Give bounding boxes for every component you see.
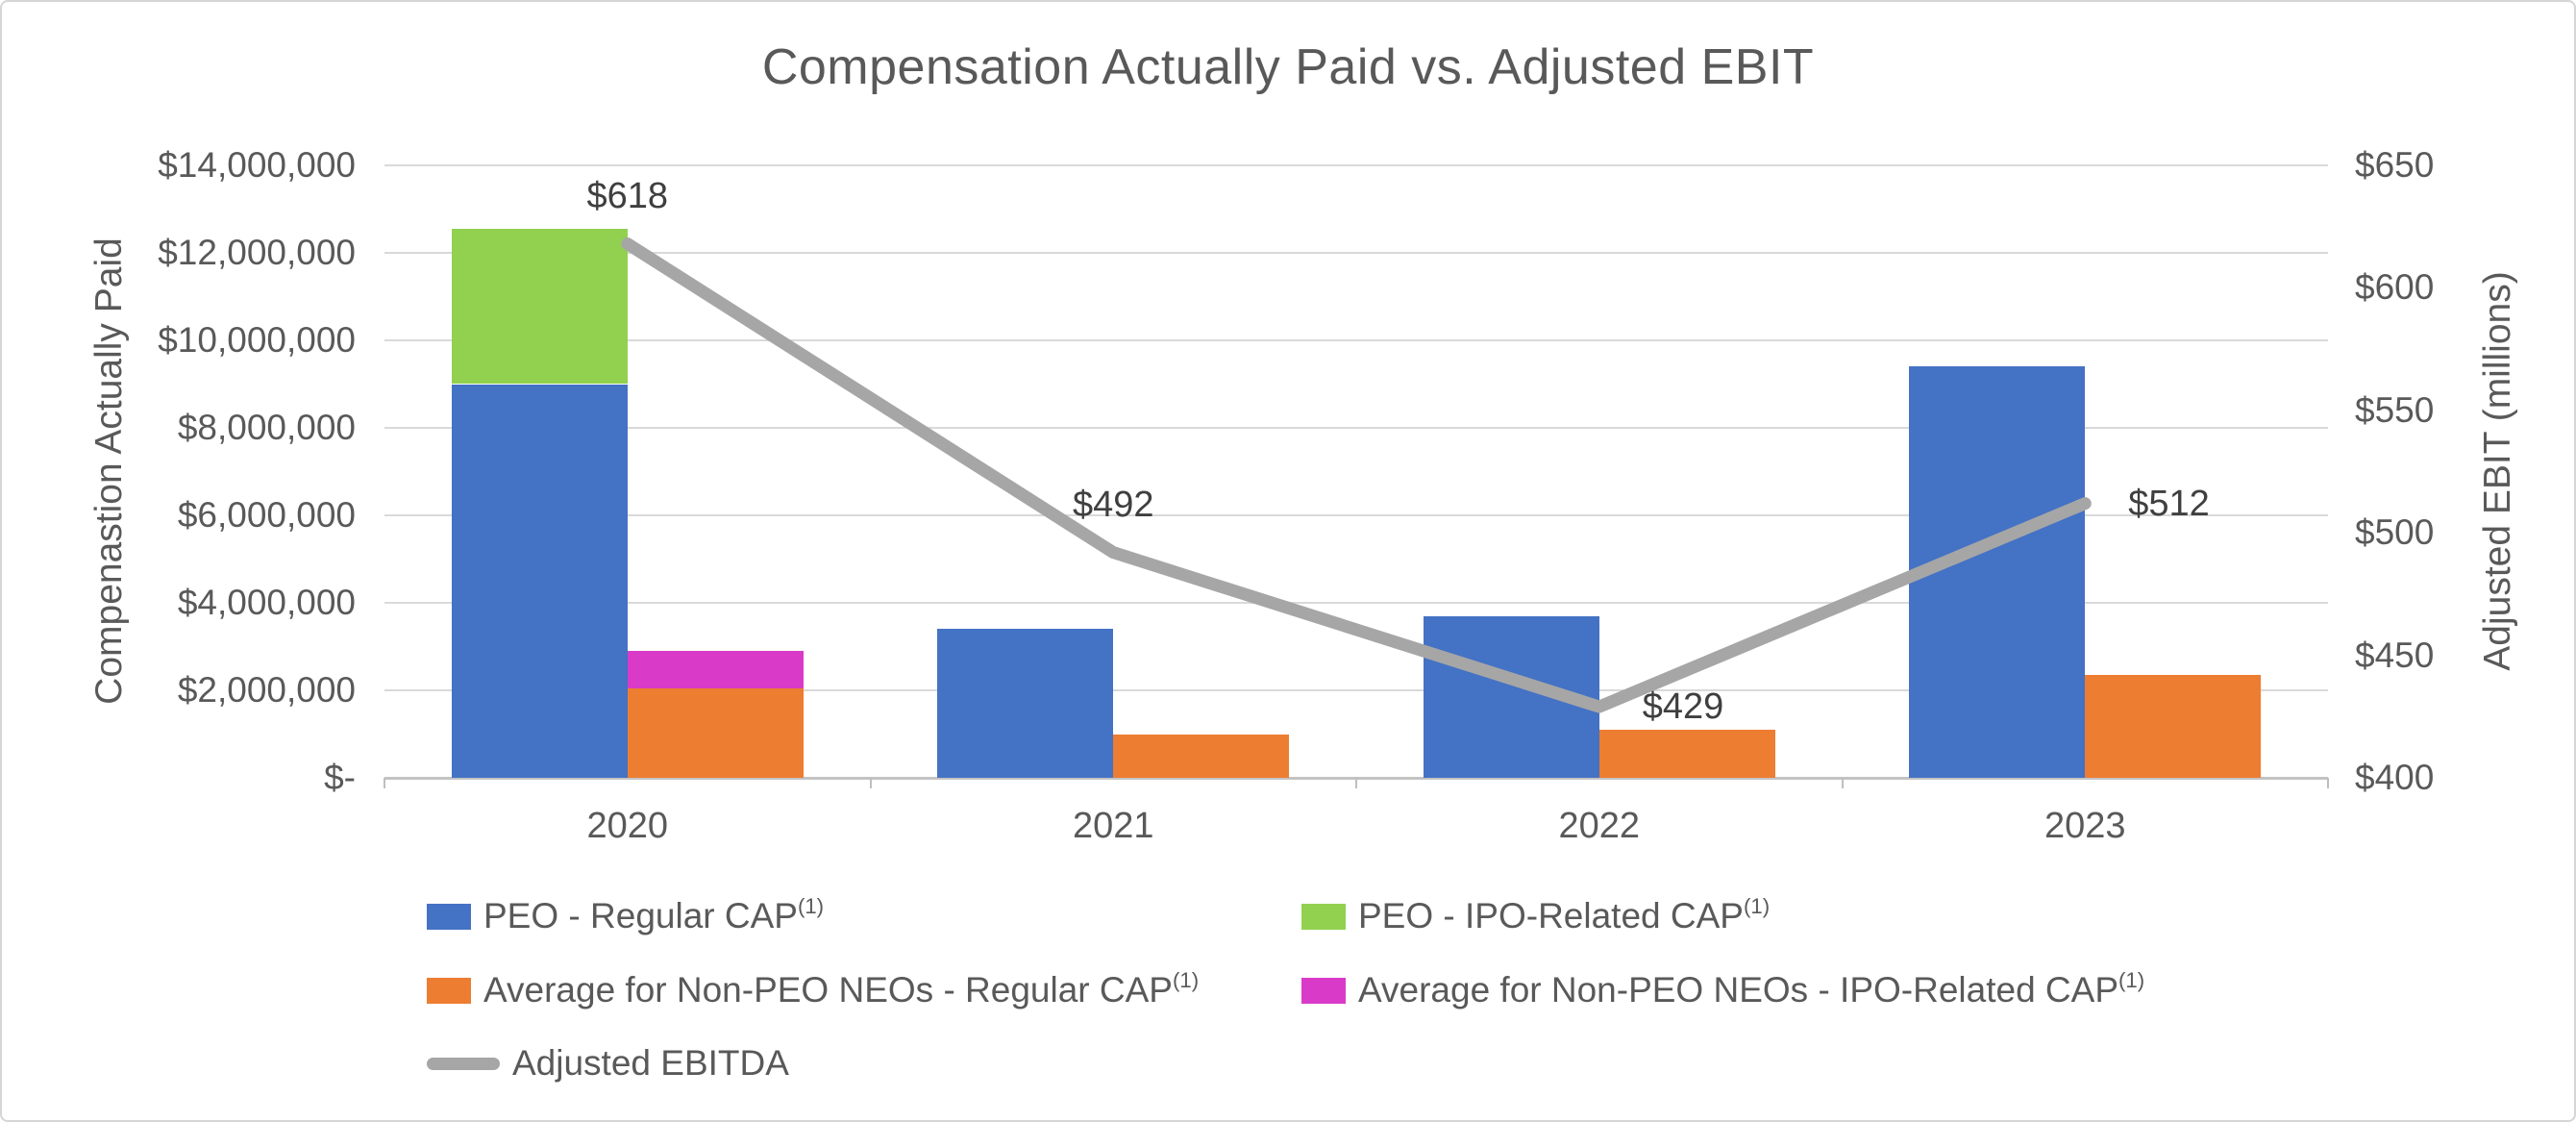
right-axis-tick-label: $450: [2355, 635, 2435, 675]
right-axis-tick-label: $600: [2355, 267, 2435, 308]
gridline: [384, 689, 2328, 691]
gridline: [384, 252, 2328, 254]
right-axis-tick-label: $650: [2355, 145, 2435, 185]
bar-average-for-non-peo-neos-regular-cap-2021: [1113, 734, 1290, 778]
bar-average-for-non-peo-neos-regular-cap-2023: [2085, 675, 2262, 778]
gridline: [384, 164, 2328, 166]
left-axis-tick-label: $-: [324, 758, 356, 797]
x-axis-tick: [2327, 778, 2329, 788]
left-axis-tick-label: $2,000,000: [177, 670, 356, 710]
legend-item-average-for-non-peo-neos-ipo-related-cap: Average for Non-PEO NEOs - IPO-Related C…: [1301, 969, 2144, 1011]
line-data-label: $512: [2128, 483, 2210, 524]
bar-average-for-non-peo-neos-regular-cap-2020: [627, 687, 804, 778]
left-axis-tick-label: $4,000,000: [177, 583, 356, 622]
x-axis-tick: [1355, 778, 1357, 788]
x-axis-label-2023: 2023: [2043, 806, 2126, 846]
legend-label: Average for Non-PEO NEOs - IPO-Related C…: [1358, 967, 2145, 1010]
gridline: [384, 427, 2328, 429]
x-axis-label-2020: 2020: [586, 806, 669, 846]
left-axis-title: Compenastion Actually Paid: [88, 237, 130, 705]
legend-swatch-icon: [427, 977, 471, 1004]
gridline: [384, 339, 2328, 341]
x-axis-label-2022: 2022: [1558, 806, 1641, 846]
legend-swatch-icon: [1301, 903, 1346, 930]
bar-average-for-non-peo-neos-regular-cap-2022: [1598, 729, 1775, 778]
legend-label-footnote: (1): [2118, 967, 2145, 992]
right-axis-tick-label: $400: [2355, 758, 2435, 797]
right-axis-tick-label: $550: [2355, 389, 2435, 430]
legend-item-peo-regular-cap: PEO - Regular CAP(1): [427, 895, 824, 937]
legend-label: PEO - Regular CAP(1): [483, 893, 825, 935]
ebitda-line: [621, 237, 2092, 713]
legend-swatch-icon: [427, 903, 471, 930]
plot-area: $618 $492 $429 $512: [384, 164, 2329, 788]
legend-item-average-for-non-peo-neos-regular-cap: Average for Non-PEO NEOs - Regular CAP(1…: [427, 969, 1199, 1011]
legend-label: PEO - IPO-Related CAP(1): [1358, 893, 1771, 935]
legend-swatch-icon: [1301, 977, 1346, 1004]
legend-label-footnote: (1): [1172, 967, 1200, 992]
bar-average-for-non-peo-neos-ipo-related-cap-2020: [627, 651, 804, 688]
right-axis-title: Adjusted EBIT (millions): [2477, 271, 2518, 671]
x-axis-label-2021: 2021: [1072, 806, 1154, 846]
left-axis-tick-label: $6,000,000: [177, 495, 356, 535]
ebitda-line-layer: [621, 237, 2092, 713]
x-axis-tick: [869, 778, 872, 788]
left-axis-tick-label: $8,000,000: [177, 408, 356, 447]
line-data-label: $492: [1072, 484, 1154, 525]
bar-peo-regular-cap-2020: [451, 384, 628, 778]
left-axis-tick-label: $10,000,000: [158, 320, 356, 360]
legend-item-peo-ipo-related-cap: PEO - IPO-Related CAP(1): [1301, 895, 1770, 937]
legend-label: Average for Non-PEO NEOs - Regular CAP(1…: [483, 967, 1200, 1010]
legend-label-footnote: (1): [797, 893, 825, 918]
bar-peo-regular-cap-2021: [937, 629, 1114, 778]
legend-item-adjusted-ebitda: Adjusted EBITDA: [427, 1042, 789, 1085]
line-data-label: $618: [586, 175, 669, 216]
left-axis-tick-label: $12,000,000: [158, 233, 356, 272]
right-axis-tick-label: $500: [2355, 512, 2435, 553]
line-data-label: $429: [1642, 686, 1724, 728]
x-axis-tick: [384, 778, 385, 788]
chart-title: Compensation Actually Paid vs. Adjusted …: [761, 39, 1815, 95]
legend-line-icon: [427, 1057, 500, 1070]
bar-peo-regular-cap-2023: [1909, 366, 2086, 778]
gridline: [384, 514, 2328, 516]
legend-label: Adjusted EBITDA: [512, 1043, 789, 1083]
bar-peo-ipo-related-cap-2020: [451, 228, 628, 385]
x-axis-tick: [1841, 778, 1844, 788]
left-axis-tick-label: $14,000,000: [158, 145, 356, 185]
gridline: [384, 602, 2328, 604]
legend-label-footnote: (1): [1743, 893, 1771, 918]
